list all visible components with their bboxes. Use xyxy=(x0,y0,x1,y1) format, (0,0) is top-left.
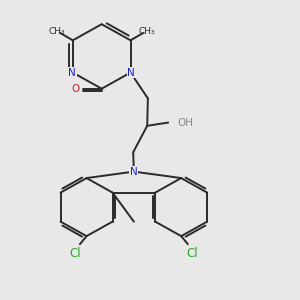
Text: CH₃: CH₃ xyxy=(138,27,155,36)
Text: Cl: Cl xyxy=(70,247,81,260)
Text: CH₃: CH₃ xyxy=(49,27,65,36)
Text: N: N xyxy=(68,68,76,78)
Text: OH: OH xyxy=(177,118,193,128)
Text: O: O xyxy=(72,84,80,94)
Text: N: N xyxy=(127,68,135,78)
Text: N: N xyxy=(130,167,138,177)
Text: Cl: Cl xyxy=(186,247,198,260)
